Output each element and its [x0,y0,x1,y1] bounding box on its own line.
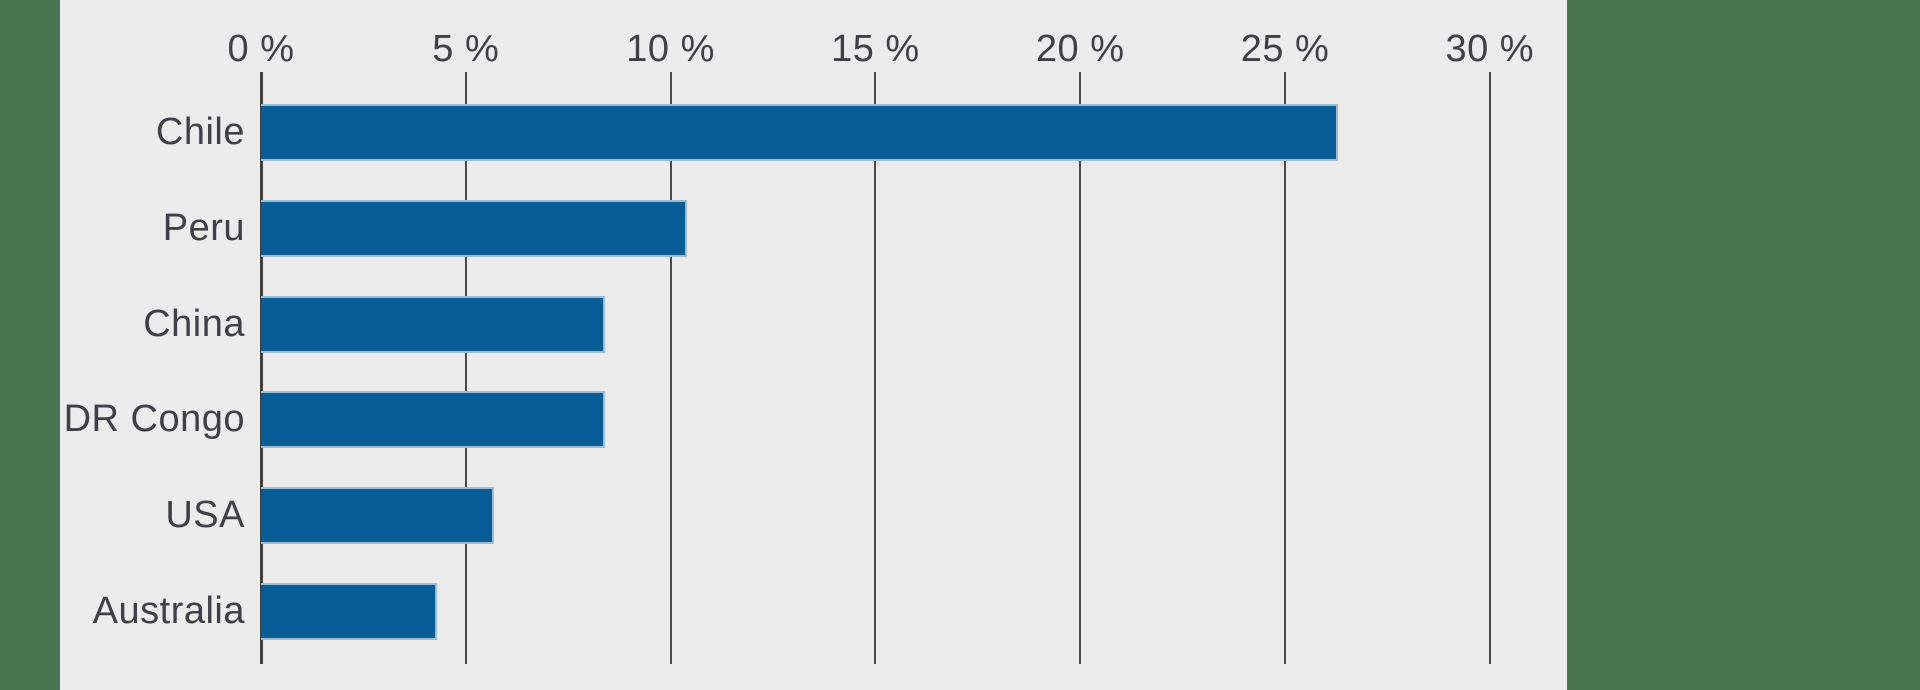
x-tick-label: 0 % [227,28,295,70]
gridline [874,72,877,664]
x-tick-label: 20 % [1035,28,1125,70]
x-tick-label: 5 % [432,28,500,70]
gridline [1488,72,1491,664]
right-green-panel [1567,0,1920,690]
bar-row: Australia [60,583,1567,640]
category-label: USA [165,494,245,537]
bar [261,104,1339,161]
category-label: China [143,302,245,345]
bar-row: DR Congo [60,391,1567,449]
x-tick-label: 15 % [831,28,920,70]
gridline [464,72,467,664]
gridline [669,72,672,664]
bar [261,391,606,449]
gridline [259,72,263,664]
x-tick-label: 25 % [1240,28,1330,70]
bar-row: Chile [60,104,1567,161]
gridline [1079,72,1082,664]
category-label: Australia [92,590,245,632]
category-label: Chile [155,111,245,153]
category-label: Peru [162,206,245,249]
bar-chart: 0 % 5 % 10 % 15 % 20 % 25 % 30 % Chile Peru Ch… [60,0,1567,690]
x-tick-label: 30 % [1445,28,1535,70]
bar [261,295,606,353]
bar [261,583,438,640]
bar [261,487,495,545]
bar-row: China [60,295,1567,353]
bar [261,199,687,257]
gridline [1284,72,1286,664]
x-tick-label: 10 % [626,28,715,70]
bar-row: USA [60,487,1567,545]
bar-row: Peru [60,199,1567,257]
category-label: DR Congo [63,398,245,441]
left-green-margin [0,0,60,690]
